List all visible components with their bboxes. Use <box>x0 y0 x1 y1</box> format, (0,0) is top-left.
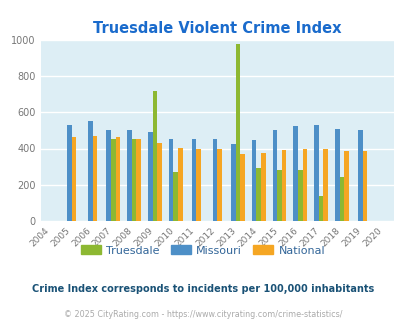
Bar <box>277 170 281 221</box>
Bar <box>173 172 177 221</box>
Bar <box>92 136 97 221</box>
Bar <box>72 137 76 221</box>
Bar <box>302 149 307 221</box>
Bar <box>362 151 366 221</box>
Bar <box>297 170 302 221</box>
Bar <box>148 132 152 221</box>
Bar <box>106 130 111 221</box>
Bar <box>192 139 196 221</box>
Bar <box>240 154 244 221</box>
Bar <box>313 125 318 221</box>
Bar <box>136 139 141 221</box>
Bar <box>230 144 235 221</box>
Bar <box>357 130 362 221</box>
Bar <box>323 149 327 221</box>
Bar <box>132 139 136 221</box>
Text: Crime Index corresponds to incidents per 100,000 inhabitants: Crime Index corresponds to incidents per… <box>32 284 373 294</box>
Bar <box>334 129 339 221</box>
Bar <box>88 121 92 221</box>
Title: Truesdale Violent Crime Index: Truesdale Violent Crime Index <box>93 21 341 36</box>
Bar <box>343 151 348 221</box>
Bar <box>217 149 221 221</box>
Bar <box>111 139 115 221</box>
Bar <box>293 126 297 221</box>
Bar <box>152 91 157 221</box>
Bar <box>260 153 265 221</box>
Bar <box>177 148 182 221</box>
Bar <box>256 168 260 221</box>
Bar <box>115 137 120 221</box>
Bar <box>318 196 323 221</box>
Bar <box>67 125 72 221</box>
Bar <box>157 143 161 221</box>
Bar <box>168 139 173 221</box>
Bar <box>196 149 200 221</box>
Bar <box>235 44 240 221</box>
Bar <box>251 140 256 221</box>
Bar <box>272 130 277 221</box>
Text: © 2025 CityRating.com - https://www.cityrating.com/crime-statistics/: © 2025 CityRating.com - https://www.city… <box>64 311 341 319</box>
Bar <box>127 130 132 221</box>
Bar <box>339 177 343 221</box>
Bar <box>281 150 286 221</box>
Bar <box>212 139 217 221</box>
Legend: Truesdale, Missouri, National: Truesdale, Missouri, National <box>76 241 329 260</box>
